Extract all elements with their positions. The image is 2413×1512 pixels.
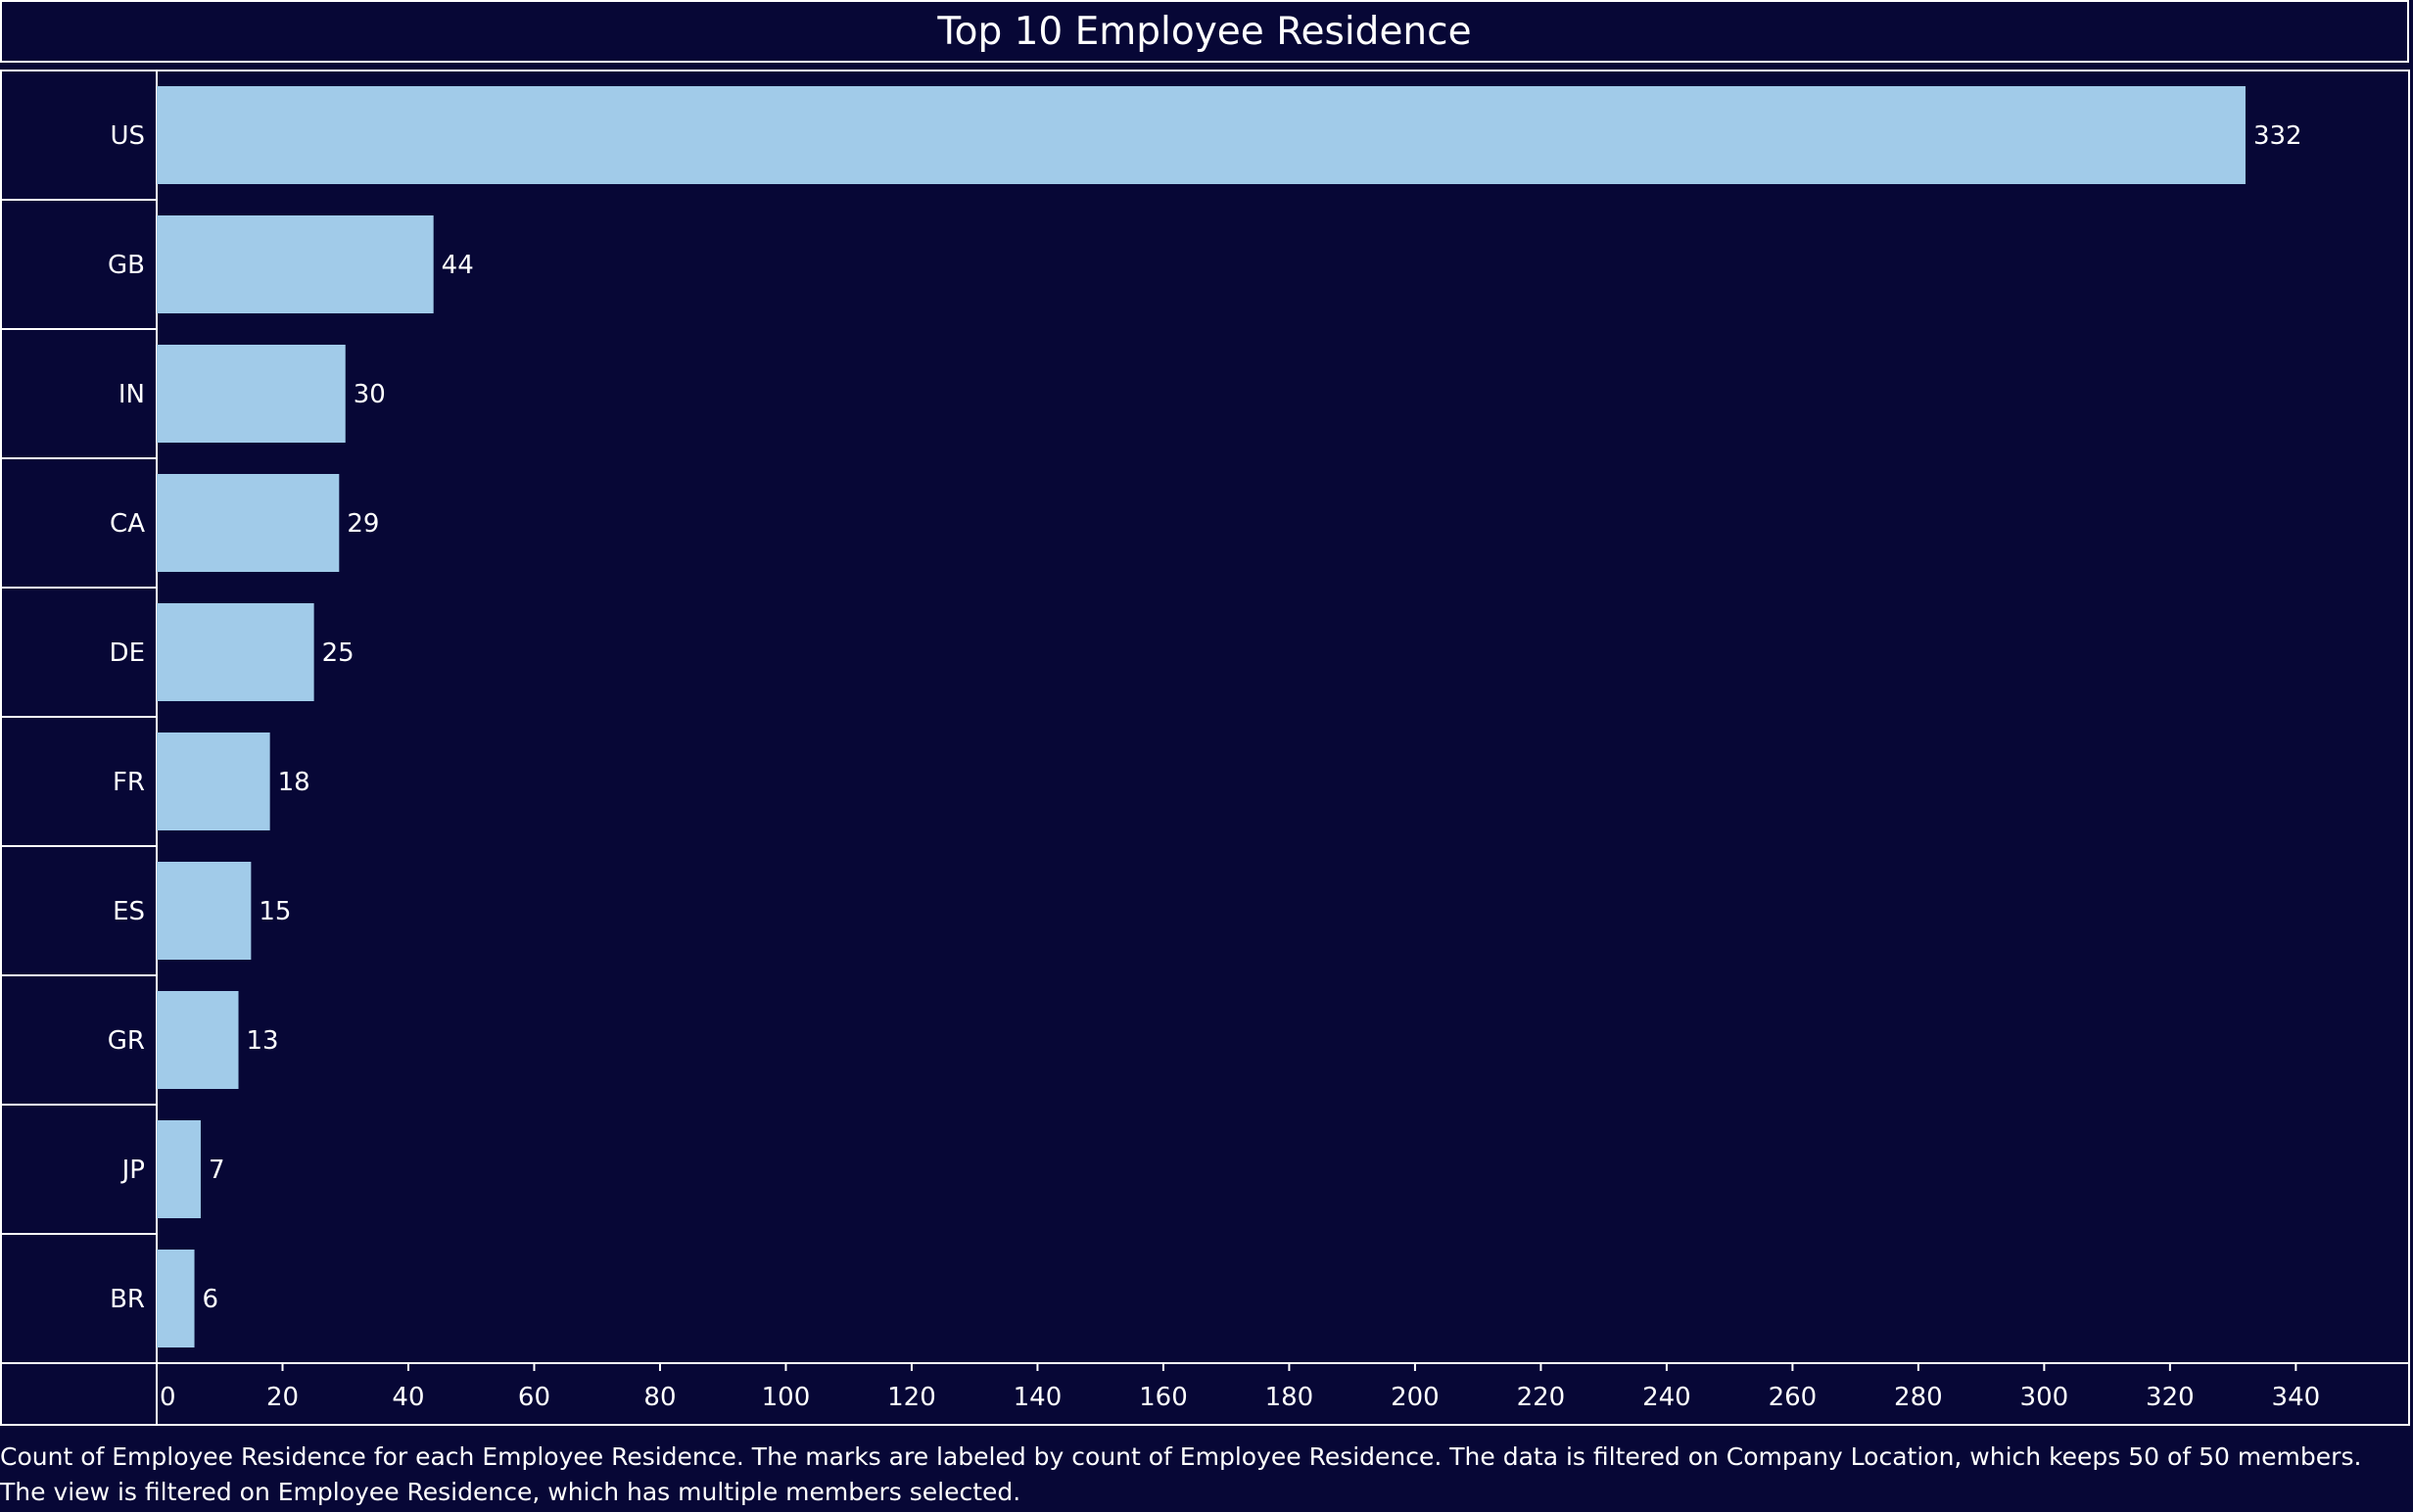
bar-value-label: 7 (209, 1156, 225, 1185)
x-tick-label: 140 (1014, 1383, 1063, 1412)
bar-value-label: 332 (2253, 121, 2302, 151)
x-tick-label: 60 (518, 1383, 550, 1412)
chart-title-box: Top 10 Employee Residence (0, 0, 2409, 63)
x-tick-label: 40 (392, 1383, 424, 1412)
x-tick-label: 220 (1517, 1383, 1566, 1412)
x-tick-label: 200 (1391, 1383, 1440, 1412)
bar-value-label: 29 (347, 509, 379, 539)
bar (157, 215, 434, 313)
x-tick-label: 320 (2146, 1383, 2195, 1412)
category-label: CA (110, 509, 145, 539)
x-tick-label: 0 (160, 1383, 176, 1412)
chart-caption: Count of Employee Residence for each Emp… (0, 1442, 2362, 1506)
bar (157, 345, 346, 443)
bar-value-label: 15 (259, 897, 291, 926)
chart-title: Top 10 Employee Residence (937, 9, 1472, 54)
x-tick-label: 240 (1642, 1383, 1691, 1412)
x-tick-label: 340 (2272, 1383, 2321, 1412)
x-tick-label: 180 (1265, 1383, 1314, 1412)
x-tick-label: 80 (643, 1383, 676, 1412)
bar (157, 86, 2246, 184)
bar-value-label: 44 (442, 251, 474, 280)
x-tick-label: 20 (266, 1383, 299, 1412)
x-tick-label: 260 (1769, 1383, 1818, 1412)
x-tick-label: 300 (2020, 1383, 2069, 1412)
category-label: GR (108, 1026, 145, 1056)
category-label: ES (113, 897, 145, 926)
x-tick-label: 160 (1139, 1383, 1188, 1412)
bar-value-label: 30 (354, 380, 386, 409)
category-label: IN (118, 380, 145, 409)
category-label: GB (108, 251, 145, 280)
x-tick-label: 280 (1894, 1383, 1943, 1412)
bar-value-label: 13 (247, 1026, 279, 1056)
category-label: FR (113, 768, 145, 797)
bar-value-label: 18 (278, 768, 310, 797)
bar-value-label: 6 (203, 1285, 219, 1314)
bar (157, 474, 340, 572)
bar (157, 732, 270, 830)
bar (157, 1120, 201, 1218)
category-label: DE (110, 638, 145, 668)
category-label: JP (120, 1156, 145, 1185)
category-label: US (110, 121, 145, 151)
category-label: BR (110, 1285, 145, 1314)
bar (157, 862, 252, 960)
bar (157, 1250, 195, 1347)
x-tick-label: 100 (762, 1383, 811, 1412)
bar-value-label: 25 (322, 638, 355, 668)
bar (157, 991, 239, 1089)
plot-frame (0, 70, 2410, 1426)
bar (157, 603, 314, 701)
x-tick-label: 120 (887, 1383, 936, 1412)
